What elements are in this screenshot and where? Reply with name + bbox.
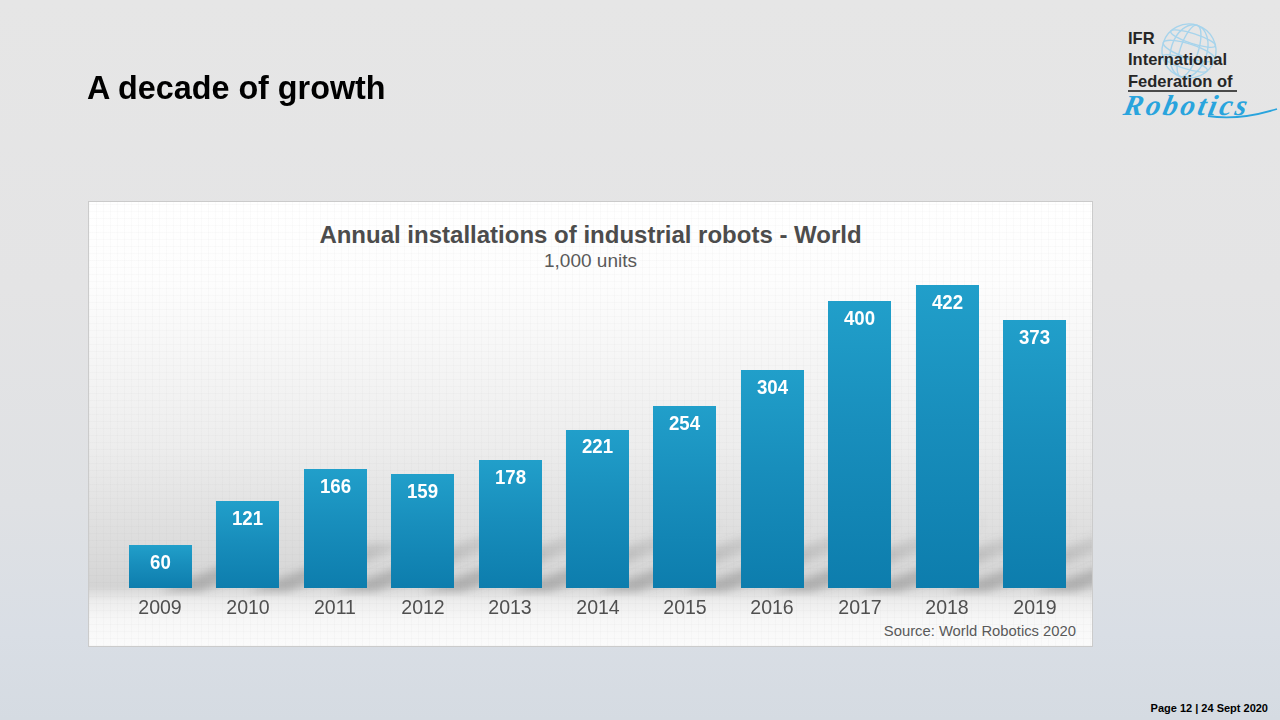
svg-text:Robotics: Robotics <box>1120 89 1253 121</box>
